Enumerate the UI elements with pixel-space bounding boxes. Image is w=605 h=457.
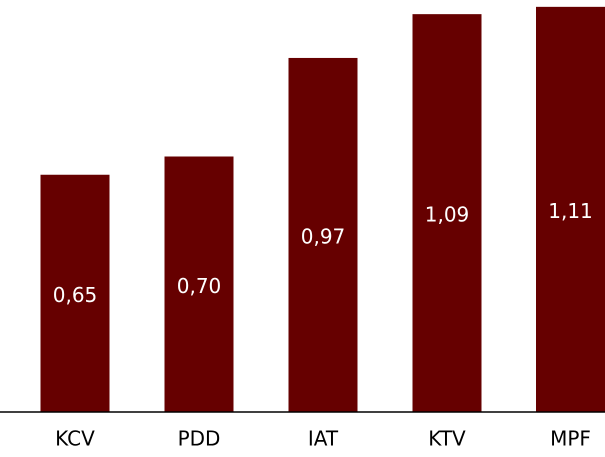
value-label: 0,65 (53, 283, 98, 307)
value-label: 0,70 (177, 274, 222, 298)
bar (412, 14, 482, 413)
value-label: 1,11 (548, 199, 593, 223)
value-label: 0,97 (301, 224, 346, 248)
x-tick-label: IAT (308, 427, 339, 451)
bar (536, 6, 605, 412)
x-tick-label: PDD (178, 427, 221, 451)
x-tick-label: KTV (428, 427, 466, 451)
bar (40, 174, 110, 412)
bar (164, 156, 234, 412)
x-tick-label: KCV (55, 427, 95, 451)
x-tick-label: MPF (550, 427, 591, 451)
bar (288, 57, 358, 412)
value-label: 1,09 (425, 203, 470, 227)
